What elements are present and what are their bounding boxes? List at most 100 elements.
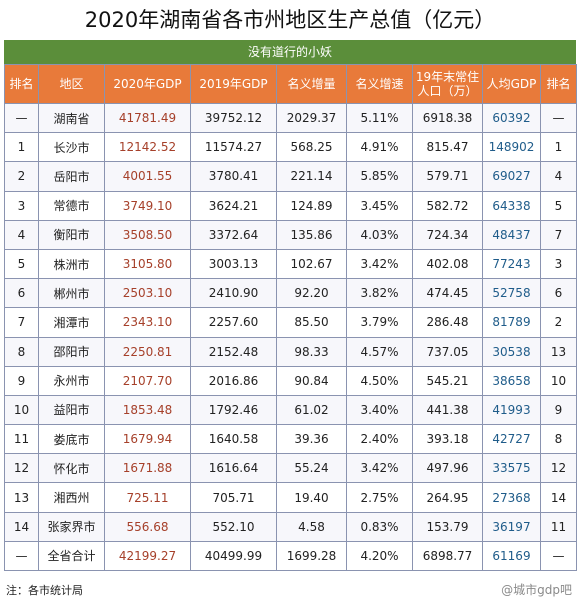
table-row: 3 常德市 3749.10 3624.21 124.89 3.45% 582.72 64338… xyxy=(4,190,577,221)
cell-per-capita-gdp: 148902 xyxy=(482,132,541,163)
cell-per-capita-rank: 2 xyxy=(540,307,577,338)
cell-rank: 5 xyxy=(4,248,39,280)
cell-gdp-2020: 725.11 xyxy=(104,482,191,513)
cell-rank: 13 xyxy=(4,482,39,513)
cell-per-capita-rank: 1 xyxy=(540,132,577,163)
header-nominal-increase: 名义增量 xyxy=(276,64,347,104)
cell-population: 393.18 xyxy=(412,424,483,455)
cell-population: 6898.77 xyxy=(412,540,483,572)
cell-gdp-2019: 11574.27 xyxy=(190,132,277,163)
cell-nominal-increase: 90.84 xyxy=(276,365,347,396)
cell-gdp-2020: 1853.48 xyxy=(104,394,191,426)
page-title: 2020年湖南省各市州地区生产总值（亿元） xyxy=(0,0,580,40)
cell-region: 郴州市 xyxy=(38,278,105,309)
cell-gdp-2019: 1640.58 xyxy=(190,424,277,455)
cell-nominal-growth: 3.79% xyxy=(346,307,413,338)
cell-nominal-increase: 2029.37 xyxy=(276,102,347,134)
header-region: 地区 xyxy=(38,64,105,104)
cell-per-capita-rank: 6 xyxy=(540,278,577,309)
cell-gdp-2020: 42199.27 xyxy=(104,540,191,572)
cell-gdp-2019: 2016.86 xyxy=(190,365,277,396)
cell-gdp-2019: 3003.13 xyxy=(190,248,277,280)
cell-gdp-2020: 3508.50 xyxy=(104,219,191,250)
cell-gdp-2019: 1616.64 xyxy=(190,453,277,484)
cell-per-capita-rank: 9 xyxy=(540,394,577,426)
cell-per-capita-gdp: 64338 xyxy=(482,190,541,221)
cell-region: 怀化市 xyxy=(38,453,105,484)
cell-gdp-2019: 1792.46 xyxy=(190,394,277,426)
cell-region: 湘潭市 xyxy=(38,307,105,338)
table-row: 9 永州市 2107.70 2016.86 90.84 4.50% 545.21 38658 1… xyxy=(4,365,577,396)
table-row: 10 益阳市 1853.48 1792.46 61.02 3.40% 441.38 41993… xyxy=(4,394,577,426)
cell-gdp-2019: 39752.12 xyxy=(190,102,277,134)
cell-population: 286.48 xyxy=(412,307,483,338)
cell-nominal-increase: 55.24 xyxy=(276,453,347,484)
cell-rank: 2 xyxy=(4,161,39,192)
header-gdp-2019: 2019年GDP xyxy=(190,64,277,104)
cell-rank: 11 xyxy=(4,424,39,455)
cell-rank: 1 xyxy=(4,132,39,163)
table-row: 14 张家界市 556.68 552.10 4.58 0.83% 153.79 36197 11 xyxy=(4,511,577,542)
page-subtitle: 没有道行的小妖 xyxy=(4,40,576,64)
header-population: 19年末常住 人口（万） xyxy=(412,64,483,104)
cell-per-capita-rank: 5 xyxy=(540,190,577,221)
cell-gdp-2020: 1679.94 xyxy=(104,424,191,455)
header-population-line2: 人口（万） xyxy=(417,84,478,98)
header-per-capita-rank: 排名 xyxy=(540,64,577,104)
cell-gdp-2019: 2152.48 xyxy=(190,336,277,367)
cell-per-capita-rank: 10 xyxy=(540,365,577,396)
cell-per-capita-gdp: 30538 xyxy=(482,336,541,367)
cell-rank: 14 xyxy=(4,511,39,542)
cell-per-capita-rank: 14 xyxy=(540,482,577,513)
cell-population: 441.38 xyxy=(412,394,483,426)
cell-region: 娄底市 xyxy=(38,424,105,455)
cell-rank: 12 xyxy=(4,453,39,484)
cell-per-capita-rank: — xyxy=(540,540,577,572)
cell-gdp-2020: 2250.81 xyxy=(104,336,191,367)
table-row: 7 湘潭市 2343.10 2257.60 85.50 3.79% 286.48 81789 2 xyxy=(4,307,577,338)
cell-region: 衡阳市 xyxy=(38,219,105,250)
cell-nominal-increase: 568.25 xyxy=(276,132,347,163)
cell-per-capita-gdp: 41993 xyxy=(482,394,541,426)
cell-gdp-2019: 705.71 xyxy=(190,482,277,513)
cell-nominal-increase: 102.67 xyxy=(276,248,347,280)
cell-gdp-2020: 3105.80 xyxy=(104,248,191,280)
cell-nominal-increase: 92.20 xyxy=(276,278,347,309)
cell-region: 益阳市 xyxy=(38,394,105,426)
cell-nominal-increase: 135.86 xyxy=(276,219,347,250)
header-gdp-2020: 2020年GDP xyxy=(104,64,191,104)
header-population-line1: 19年末常住 xyxy=(415,70,480,84)
cell-nominal-growth: 3.82% xyxy=(346,278,413,309)
cell-nominal-increase: 98.33 xyxy=(276,336,347,367)
cell-rank: 8 xyxy=(4,336,39,367)
cell-per-capita-gdp: 36197 xyxy=(482,511,541,542)
cell-nominal-increase: 19.40 xyxy=(276,482,347,513)
cell-per-capita-gdp: 81789 xyxy=(482,307,541,338)
cell-population: 402.08 xyxy=(412,248,483,280)
cell-per-capita-gdp: 52758 xyxy=(482,278,541,309)
cell-population: 153.79 xyxy=(412,511,483,542)
cell-nominal-increase: 1699.28 xyxy=(276,540,347,572)
header-per-capita-gdp: 人均GDP xyxy=(482,64,541,104)
cell-per-capita-rank: 4 xyxy=(540,161,577,192)
cell-gdp-2020: 4001.55 xyxy=(104,161,191,192)
cell-population: 497.96 xyxy=(412,453,483,484)
cell-nominal-growth: 3.45% xyxy=(346,190,413,221)
cell-per-capita-gdp: 48437 xyxy=(482,219,541,250)
cell-per-capita-gdp: 38658 xyxy=(482,365,541,396)
cell-region: 株洲市 xyxy=(38,248,105,280)
header-nominal-growth: 名义增速 xyxy=(346,64,413,104)
cell-gdp-2020: 41781.49 xyxy=(104,102,191,134)
cell-per-capita-rank: 11 xyxy=(540,511,577,542)
cell-population: 579.71 xyxy=(412,161,483,192)
cell-nominal-growth: 4.20% xyxy=(346,540,413,572)
cell-gdp-2020: 2343.10 xyxy=(104,307,191,338)
cell-per-capita-gdp: 42727 xyxy=(482,424,541,455)
cell-nominal-increase: 85.50 xyxy=(276,307,347,338)
cell-per-capita-gdp: 69027 xyxy=(482,161,541,192)
cell-nominal-growth: 3.42% xyxy=(346,453,413,484)
cell-gdp-2019: 3624.21 xyxy=(190,190,277,221)
cell-nominal-growth: 5.11% xyxy=(346,102,413,134)
cell-population: 6918.38 xyxy=(412,102,483,134)
gdp-table: 排名 地区 2020年GDP 2019年GDP 名义增量 名义增速 19年末常住… xyxy=(4,64,577,572)
